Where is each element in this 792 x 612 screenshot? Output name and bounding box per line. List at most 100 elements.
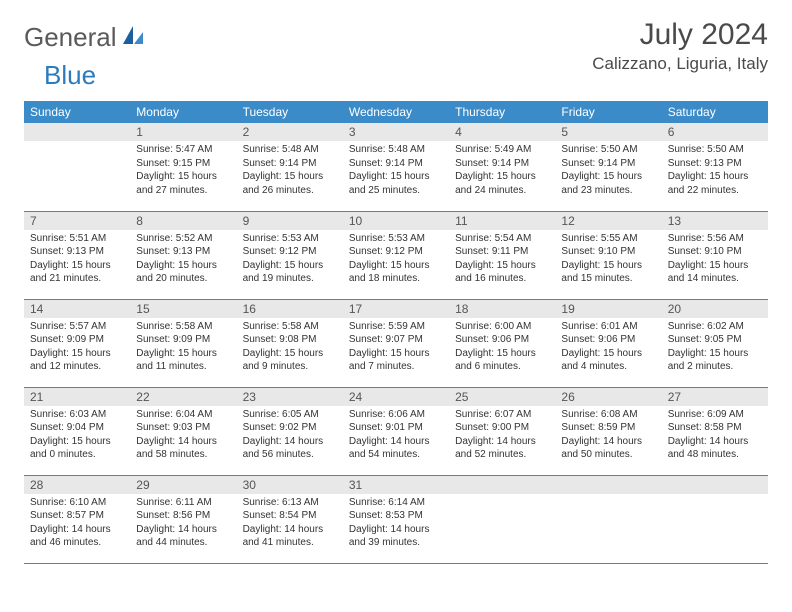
month-title: July 2024 [592, 18, 768, 52]
sunset-text: Sunset: 9:05 PM [668, 333, 762, 347]
sunrise-text: Sunrise: 6:13 AM [243, 496, 337, 510]
calendar-cell [555, 475, 661, 563]
day-details: Sunrise: 6:09 AMSunset: 8:58 PMDaylight:… [662, 406, 768, 466]
day-number: 25 [449, 388, 555, 406]
sunset-text: Sunset: 9:00 PM [455, 421, 549, 435]
day-number: 3 [343, 123, 449, 141]
sunset-text: Sunset: 9:13 PM [668, 157, 762, 171]
location: Calizzano, Liguria, Italy [592, 54, 768, 74]
calendar-row: 21Sunrise: 6:03 AMSunset: 9:04 PMDayligh… [24, 387, 768, 475]
sunrise-text: Sunrise: 6:08 AM [561, 408, 655, 422]
sunrise-text: Sunrise: 6:10 AM [30, 496, 124, 510]
calendar-cell: 17Sunrise: 5:59 AMSunset: 9:07 PMDayligh… [343, 299, 449, 387]
sunrise-text: Sunrise: 5:59 AM [349, 320, 443, 334]
sunrise-text: Sunrise: 6:01 AM [561, 320, 655, 334]
day-number: 13 [662, 212, 768, 230]
calendar-cell: 13Sunrise: 5:56 AMSunset: 9:10 PMDayligh… [662, 211, 768, 299]
daylight-text: Daylight: 14 hours and 39 minutes. [349, 523, 443, 550]
day-number: 9 [237, 212, 343, 230]
calendar-cell [24, 123, 130, 211]
daylight-text: Daylight: 15 hours and 2 minutes. [668, 347, 762, 374]
calendar-cell: 9Sunrise: 5:53 AMSunset: 9:12 PMDaylight… [237, 211, 343, 299]
sunrise-text: Sunrise: 5:48 AM [349, 143, 443, 157]
day-number: 24 [343, 388, 449, 406]
calendar-cell: 8Sunrise: 5:52 AMSunset: 9:13 PMDaylight… [130, 211, 236, 299]
day-details: Sunrise: 6:07 AMSunset: 9:00 PMDaylight:… [449, 406, 555, 466]
calendar-cell [662, 475, 768, 563]
sunset-text: Sunset: 9:10 PM [561, 245, 655, 259]
day-number: 1 [130, 123, 236, 141]
daylight-text: Daylight: 15 hours and 7 minutes. [349, 347, 443, 374]
day-header: Friday [555, 101, 661, 123]
sunset-text: Sunset: 9:06 PM [561, 333, 655, 347]
day-header: Tuesday [237, 101, 343, 123]
daylight-text: Daylight: 15 hours and 19 minutes. [243, 259, 337, 286]
day-header: Saturday [662, 101, 768, 123]
sunrise-text: Sunrise: 5:53 AM [349, 232, 443, 246]
daylight-text: Daylight: 15 hours and 23 minutes. [561, 170, 655, 197]
calendar-cell: 6Sunrise: 5:50 AMSunset: 9:13 PMDaylight… [662, 123, 768, 211]
sunrise-text: Sunrise: 5:50 AM [561, 143, 655, 157]
calendar-body: 1Sunrise: 5:47 AMSunset: 9:15 PMDaylight… [24, 123, 768, 563]
daylight-text: Daylight: 15 hours and 11 minutes. [136, 347, 230, 374]
sunset-text: Sunset: 9:13 PM [136, 245, 230, 259]
calendar-row: 7Sunrise: 5:51 AMSunset: 9:13 PMDaylight… [24, 211, 768, 299]
day-header: Thursday [449, 101, 555, 123]
day-number: 15 [130, 300, 236, 318]
calendar-cell: 22Sunrise: 6:04 AMSunset: 9:03 PMDayligh… [130, 387, 236, 475]
daylight-text: Daylight: 14 hours and 58 minutes. [136, 435, 230, 462]
daylight-text: Daylight: 14 hours and 41 minutes. [243, 523, 337, 550]
sunset-text: Sunset: 9:14 PM [455, 157, 549, 171]
calendar-cell: 27Sunrise: 6:09 AMSunset: 8:58 PMDayligh… [662, 387, 768, 475]
sunset-text: Sunset: 9:12 PM [349, 245, 443, 259]
calendar-cell: 12Sunrise: 5:55 AMSunset: 9:10 PMDayligh… [555, 211, 661, 299]
day-details: Sunrise: 5:53 AMSunset: 9:12 PMDaylight:… [237, 230, 343, 290]
sunrise-text: Sunrise: 6:03 AM [30, 408, 124, 422]
day-details: Sunrise: 6:06 AMSunset: 9:01 PMDaylight:… [343, 406, 449, 466]
sunset-text: Sunset: 9:02 PM [243, 421, 337, 435]
sunset-text: Sunset: 9:14 PM [349, 157, 443, 171]
sunrise-text: Sunrise: 5:49 AM [455, 143, 549, 157]
sunset-text: Sunset: 9:01 PM [349, 421, 443, 435]
sunrise-text: Sunrise: 6:14 AM [349, 496, 443, 510]
sunset-text: Sunset: 8:54 PM [243, 509, 337, 523]
sunset-text: Sunset: 9:09 PM [136, 333, 230, 347]
logo: General [24, 22, 147, 53]
sunset-text: Sunset: 9:03 PM [136, 421, 230, 435]
day-number: 14 [24, 300, 130, 318]
daylight-text: Daylight: 15 hours and 27 minutes. [136, 170, 230, 197]
daylight-text: Daylight: 15 hours and 25 minutes. [349, 170, 443, 197]
calendar-table: Sunday Monday Tuesday Wednesday Thursday… [24, 101, 768, 564]
calendar-cell: 15Sunrise: 5:58 AMSunset: 9:09 PMDayligh… [130, 299, 236, 387]
sunset-text: Sunset: 9:08 PM [243, 333, 337, 347]
day-header: Wednesday [343, 101, 449, 123]
calendar-cell: 1 Sunrise: 5:47 AMSunset: 9:15 PMDaylight… [130, 123, 236, 211]
day-details: Sunrise: 5:50 AMSunset: 9:14 PMDaylight:… [555, 141, 661, 201]
sunrise-text: Sunrise: 6:00 AM [455, 320, 549, 334]
day-number: 17 [343, 300, 449, 318]
day-details: Sunrise: 5:58 AMSunset: 9:09 PMDaylight:… [130, 318, 236, 378]
sunrise-text: Sunrise: 5:47 AM [136, 143, 230, 157]
day-number: 20 [662, 300, 768, 318]
sunrise-text: Sunrise: 5:55 AM [561, 232, 655, 246]
sunrise-text: Sunrise: 6:04 AM [136, 408, 230, 422]
daylight-text: Daylight: 15 hours and 26 minutes. [243, 170, 337, 197]
sunset-text: Sunset: 9:11 PM [455, 245, 549, 259]
day-details: Sunrise: 6:03 AMSunset: 9:04 PMDaylight:… [24, 406, 130, 466]
sunset-text: Sunset: 8:58 PM [668, 421, 762, 435]
calendar-cell: 4Sunrise: 5:49 AMSunset: 9:14 PMDaylight… [449, 123, 555, 211]
day-number: 2 [237, 123, 343, 141]
sunset-text: Sunset: 9:15 PM [136, 157, 230, 171]
daylight-text: Daylight: 14 hours and 46 minutes. [30, 523, 124, 550]
day-details: Sunrise: 6:10 AMSunset: 8:57 PMDaylight:… [24, 494, 130, 554]
calendar-cell: 30Sunrise: 6:13 AMSunset: 8:54 PMDayligh… [237, 475, 343, 563]
sunset-text: Sunset: 9:09 PM [30, 333, 124, 347]
sunset-text: Sunset: 9:14 PM [243, 157, 337, 171]
sunrise-text: Sunrise: 5:50 AM [668, 143, 762, 157]
day-number: 12 [555, 212, 661, 230]
day-details: Sunrise: 5:53 AMSunset: 9:12 PMDaylight:… [343, 230, 449, 290]
daylight-text: Daylight: 15 hours and 22 minutes. [668, 170, 762, 197]
calendar-cell: 31Sunrise: 6:14 AMSunset: 8:53 PMDayligh… [343, 475, 449, 563]
sunset-text: Sunset: 9:13 PM [30, 245, 124, 259]
calendar-row: 1Sunrise: 5:47 AMSunset: 9:15 PMDaylight… [24, 123, 768, 211]
